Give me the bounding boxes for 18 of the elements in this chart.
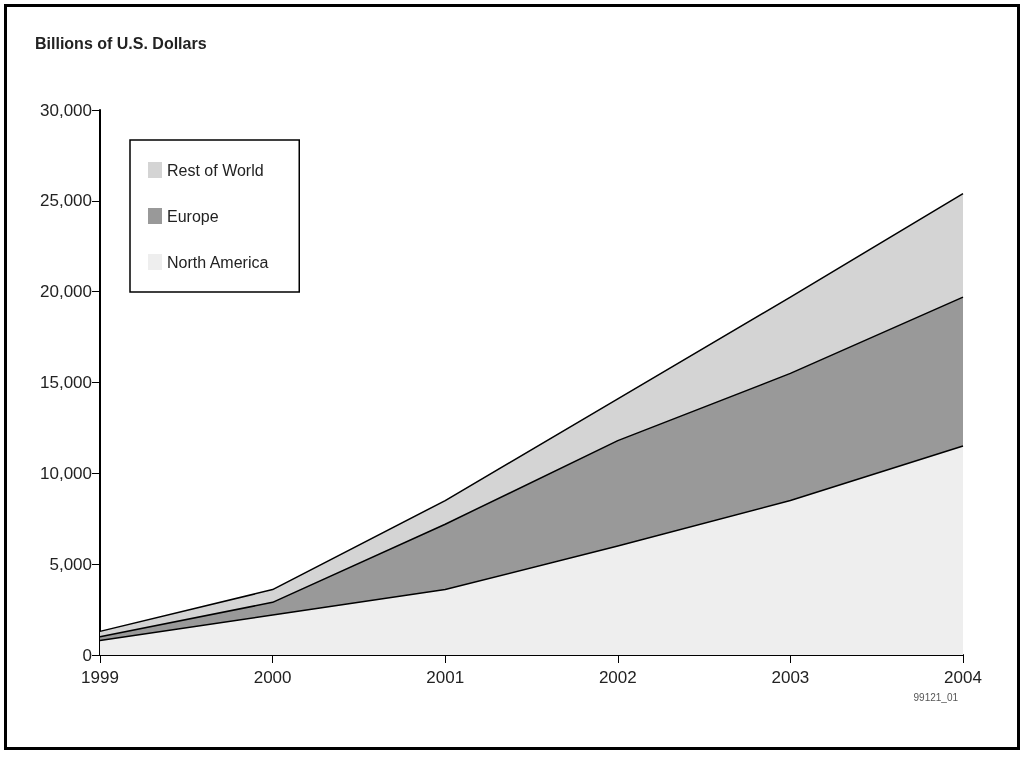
y-tick-label: 0 (82, 645, 92, 665)
x-tick-label: 2003 (771, 668, 810, 687)
legend-label: Rest of World (167, 161, 264, 179)
chart-title: Billions of U.S. Dollars (35, 34, 207, 52)
text: 99121_01 (913, 691, 959, 703)
y-tick-label: 25,000 (40, 191, 92, 211)
y-tick-label: 30,000 (40, 100, 92, 120)
x-tick-label: 2001 (426, 668, 465, 687)
x-tick-label: 2004 (944, 668, 982, 687)
y-tick-label: 10,000 (40, 463, 92, 483)
x-tick-label: 2000 (253, 668, 292, 687)
y-tick-label: 15,000 (40, 373, 92, 392)
y-tick-label: 5,000 (49, 554, 92, 574)
x-tick-label: 2002 (598, 668, 637, 687)
x-tick-label: 1999 (81, 668, 119, 687)
legend-label: Europe (167, 207, 219, 225)
y-tick-label: 20,000 (40, 282, 92, 302)
legend-label: North America (167, 253, 269, 271)
